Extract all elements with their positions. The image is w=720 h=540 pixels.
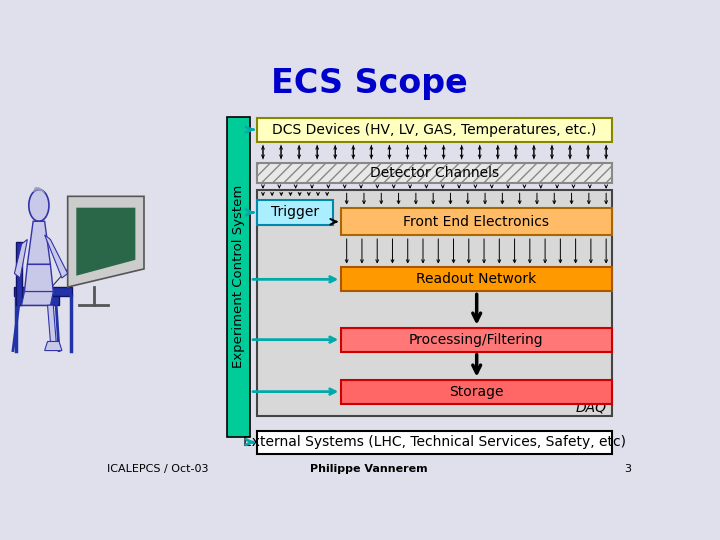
Text: DCS Devices (HV, LV, GAS, Temperatures, etc.): DCS Devices (HV, LV, GAS, Temperatures, … xyxy=(272,123,597,137)
Text: DAQ: DAQ xyxy=(575,401,606,415)
Bar xyxy=(258,163,612,183)
Text: Storage: Storage xyxy=(449,384,504,399)
Text: Front End Electronics: Front End Electronics xyxy=(403,215,549,229)
Bar xyxy=(341,208,612,235)
Text: ICALEPCS / Oct-03: ICALEPCS / Oct-03 xyxy=(107,464,208,474)
Bar xyxy=(341,328,612,352)
Text: Processing/Filtering: Processing/Filtering xyxy=(409,333,544,347)
Bar xyxy=(258,190,612,416)
Polygon shape xyxy=(68,197,144,287)
Bar xyxy=(227,117,250,437)
Polygon shape xyxy=(24,265,53,292)
Polygon shape xyxy=(76,208,135,276)
Bar xyxy=(258,431,612,454)
Bar xyxy=(258,200,333,225)
Text: Experiment Control System: Experiment Control System xyxy=(232,185,245,368)
Bar xyxy=(341,380,612,404)
Polygon shape xyxy=(14,239,27,278)
Bar xyxy=(341,267,612,292)
Polygon shape xyxy=(45,235,68,278)
Text: Readout Network: Readout Network xyxy=(416,272,536,286)
Polygon shape xyxy=(45,341,62,350)
Polygon shape xyxy=(16,242,22,305)
Polygon shape xyxy=(14,287,72,296)
Text: Trigger: Trigger xyxy=(271,205,319,219)
Polygon shape xyxy=(48,305,56,341)
Polygon shape xyxy=(22,292,53,305)
Circle shape xyxy=(29,190,49,221)
Polygon shape xyxy=(16,296,59,305)
Text: 3: 3 xyxy=(624,464,631,474)
Text: ECS Scope: ECS Scope xyxy=(271,67,467,100)
Text: Philippe Vannerem: Philippe Vannerem xyxy=(310,464,428,474)
Polygon shape xyxy=(27,221,50,265)
Text: Detector Channels: Detector Channels xyxy=(370,166,499,180)
Bar xyxy=(258,118,612,141)
Text: External Systems (LHC, Technical Services, Safety, etc): External Systems (LHC, Technical Service… xyxy=(243,435,626,449)
